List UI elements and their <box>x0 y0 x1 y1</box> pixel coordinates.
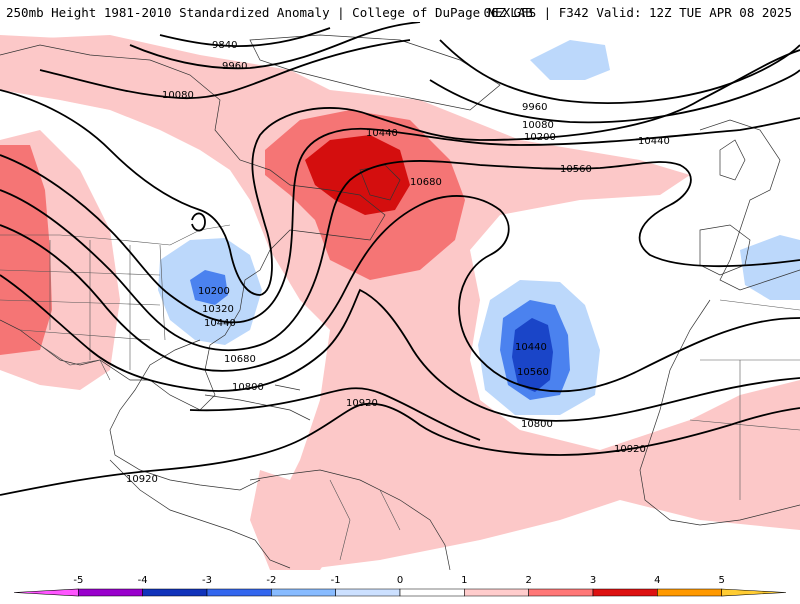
coastlines <box>0 34 800 570</box>
colorbar-segment <box>464 588 529 597</box>
colorbar-tick-label: -4 <box>137 575 148 586</box>
contour-labels: 9840 9960 10080 10440 10680 9960 10080 1… <box>126 40 670 485</box>
contour-label: 9960 <box>222 61 247 72</box>
contour-label: 10680 <box>224 354 256 365</box>
contour-9840 <box>159 27 331 47</box>
colorbar-tick-label: 0 <box>396 575 404 586</box>
colorbar-tick-label: 4 <box>654 575 661 586</box>
colorbar-segment <box>657 588 722 597</box>
contour-label: 10920 <box>346 398 378 409</box>
contour-label: 9960 <box>522 102 547 113</box>
contour-label: 10440 <box>515 342 547 353</box>
contour-label: 10800 <box>232 382 264 393</box>
contour-label: 10080 <box>162 90 194 101</box>
colorbar-segment <box>271 588 336 597</box>
colorbar-graphic <box>13 588 787 597</box>
south-america-borders <box>329 479 401 561</box>
caribbean-islands <box>204 384 311 421</box>
colorbar-tick-label: -2 <box>266 575 277 586</box>
contour-label: 10680 <box>410 177 442 188</box>
us-canada-border <box>0 224 231 246</box>
colorbar-tick-label: 3 <box>589 575 597 586</box>
map-panel: 9840 9960 10080 10440 10680 9960 10080 1… <box>0 22 800 570</box>
colorbar-tick-label: 1 <box>461 575 468 586</box>
colorbar-segment <box>592 588 658 597</box>
gulf-coast <box>109 339 261 491</box>
anomaly-shading <box>0 35 800 570</box>
contour-10920-south <box>0 402 800 496</box>
colorbar-tick-label: 2 <box>525 575 532 586</box>
contour-label: 10920 <box>126 474 158 485</box>
contour-label: 10080 <box>522 120 554 131</box>
contour-10440-ridge <box>0 117 800 324</box>
map-canvas: 9840 9960 10080 10440 10680 9960 10080 1… <box>0 22 800 570</box>
uk-coast <box>719 139 746 181</box>
colorbar-tick-label: 5 <box>718 575 725 586</box>
state-lines-2 <box>0 269 161 341</box>
contour-label: 10920 <box>614 444 646 455</box>
colorbar-segment <box>399 588 465 597</box>
contour-label: 9840 <box>212 40 237 51</box>
state-lines-1 <box>49 240 166 370</box>
colorbar-segment <box>335 588 401 597</box>
contour-9960-north <box>129 22 421 70</box>
contour-10800 <box>0 274 800 422</box>
colorbar-segment <box>142 588 208 597</box>
colorbar-tick-label: -1 <box>330 575 341 586</box>
europe-coast <box>699 119 800 291</box>
contour-label: 10200 <box>198 286 230 297</box>
contour-10080-east <box>429 69 800 124</box>
contour-10080-north <box>39 39 411 100</box>
height-contours <box>0 22 800 496</box>
contour-label: 10440 <box>366 128 398 139</box>
contour-label: 10800 <box>521 419 553 430</box>
colorbar-segment <box>206 588 272 597</box>
colorbar-tick-label: -5 <box>73 575 84 586</box>
positive-anomaly-region <box>0 35 800 570</box>
positive-anomaly-southeast <box>250 470 340 570</box>
contour-10560 <box>0 160 800 352</box>
positive-anomaly-west-mid <box>0 145 52 355</box>
contour-label: 10200 <box>524 132 556 143</box>
colorbar: -5 -4 -3 -2 -1 0 1 2 3 4 5 <box>0 572 800 600</box>
borders <box>0 224 800 561</box>
contour-label: 10440 <box>638 136 670 147</box>
africa-coast <box>639 299 800 526</box>
colorbar-segment <box>721 588 787 597</box>
contour-label: 10320 <box>202 304 234 315</box>
mexico-border <box>39 344 111 381</box>
colorbar-segment <box>13 588 79 597</box>
positive-anomaly-nw <box>0 35 160 95</box>
africa-borders <box>689 299 800 500</box>
contour-10680-west <box>0 195 800 393</box>
central-america-coast <box>109 459 291 569</box>
greenland-coast <box>249 34 501 111</box>
contour-10920-mid <box>189 387 481 441</box>
contour-10200-west <box>0 49 800 296</box>
colorbar-tick-label: -3 <box>202 575 212 586</box>
contour-9960-east <box>439 39 800 104</box>
map-title: 250mb Height 1981-2010 Standardized Anom… <box>6 5 533 20</box>
north-america-coast <box>0 44 386 411</box>
contour-small-circle <box>191 212 206 232</box>
contour-label: 10560 <box>560 164 592 175</box>
contour-label: 10560 <box>517 367 549 378</box>
colorbar-segment <box>78 588 143 597</box>
negative-anomaly-north <box>530 40 610 80</box>
negative-anomaly-us-core <box>190 270 228 305</box>
negative-anomaly-atlantic-core <box>512 318 553 392</box>
header: 250mb Height 1981-2010 Standardized Anom… <box>0 0 800 22</box>
colorbar-segment <box>528 588 594 597</box>
negative-anomaly-east <box>740 235 800 300</box>
model-run-info: 06Z GFS | F342 Valid: 12Z TUE APR 08 202… <box>483 5 792 20</box>
contour-label: 10440 <box>204 318 236 329</box>
